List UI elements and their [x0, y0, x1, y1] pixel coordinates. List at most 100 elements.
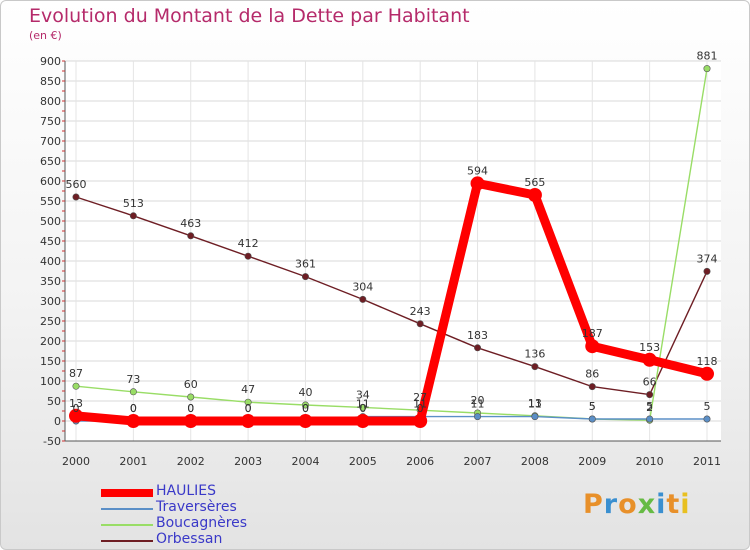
legend-swatch-haulies — [101, 489, 153, 497]
x-tick-label: 2011 — [693, 455, 721, 468]
y-tick-label: 850 — [40, 75, 61, 88]
legend-label-traverseres: Traversères — [156, 499, 237, 515]
series-line-haulies — [71, 178, 712, 426]
data-point — [470, 176, 485, 191]
data-label: 374 — [697, 252, 718, 265]
legend-label-boucagneres: Boucagnères — [156, 515, 248, 531]
y-tick-label: -50 — [43, 435, 61, 448]
y-tick-label: 100 — [40, 375, 61, 388]
data-point — [69, 408, 83, 423]
x-tick-label: 2006 — [406, 455, 434, 468]
legend-label-haulies: HAULIES — [156, 483, 217, 499]
data-label: 0 — [130, 402, 137, 415]
y-tick-label: 200 — [40, 335, 61, 348]
data-label: 34 — [356, 388, 370, 401]
data-point — [646, 391, 654, 399]
data-point — [244, 398, 252, 406]
data-label: 187 — [582, 327, 603, 340]
data-point — [700, 366, 714, 381]
data-label: 11 — [471, 398, 485, 411]
data-point — [301, 401, 309, 409]
x-tick-label: 2009 — [578, 455, 606, 468]
data-label: 304 — [352, 280, 373, 293]
y-tick-label: 450 — [40, 235, 61, 248]
data-label: 13 — [528, 397, 542, 410]
data-label: 361 — [295, 258, 316, 271]
data-label: 66 — [643, 376, 657, 389]
data-label: 153 — [639, 341, 660, 354]
data-label: 2 — [646, 401, 653, 414]
data-label: 5 — [646, 400, 653, 413]
data-point — [359, 295, 367, 303]
data-point — [355, 414, 370, 428]
y-tick-label: 250 — [40, 315, 61, 328]
data-point — [703, 65, 711, 73]
y-tick-label: 800 — [40, 95, 61, 108]
x-tick-label: 2001 — [119, 455, 147, 468]
data-label: 118 — [697, 355, 718, 368]
logo-letter: i — [656, 489, 667, 520]
data-label: 5 — [589, 400, 596, 413]
data-label: 27 — [413, 391, 427, 404]
logo-letter: P — [583, 489, 604, 520]
x-tick-label: 2005 — [349, 455, 377, 468]
plot-area — [65, 61, 721, 441]
data-label: 20 — [471, 394, 485, 407]
proxiti-logo: Proxiti — [583, 489, 691, 520]
data-label: 0 — [187, 402, 194, 415]
logo-letter: x — [637, 489, 657, 520]
y-tick-label: 350 — [40, 275, 61, 288]
data-label: 87 — [69, 367, 83, 380]
logo-letter: t — [666, 489, 681, 520]
data-label: 463 — [180, 217, 201, 230]
y-tick-label: 600 — [40, 175, 61, 188]
data-label: 0 — [245, 402, 252, 415]
data-point — [72, 193, 80, 201]
y-tick-label: 550 — [40, 195, 61, 208]
data-point — [527, 188, 542, 202]
data-label: 47 — [241, 383, 255, 396]
data-point — [129, 212, 137, 220]
data-point — [588, 415, 596, 423]
y-tick-label: 150 — [40, 355, 61, 368]
y-tick-label: 650 — [40, 155, 61, 168]
data-point — [359, 403, 367, 411]
data-point — [646, 415, 654, 423]
data-point — [126, 414, 141, 428]
data-label: 5 — [704, 400, 711, 413]
data-point — [298, 414, 313, 428]
y-tick-label: 750 — [40, 115, 61, 128]
data-label: 881 — [697, 50, 718, 63]
x-tick-label: 2004 — [291, 455, 319, 468]
data-point — [129, 388, 137, 396]
data-point — [588, 383, 596, 391]
data-label: 73 — [126, 373, 140, 386]
data-label: 0 — [359, 402, 366, 415]
data-point — [187, 393, 195, 401]
series-line-orbessan — [75, 196, 708, 396]
data-label: 0 — [302, 402, 309, 415]
legend-swatch-orbessan — [101, 540, 153, 542]
data-label: 0 — [417, 402, 424, 415]
logo-letter: r — [603, 489, 619, 520]
data-label: 0 — [302, 402, 309, 415]
data-point — [413, 414, 428, 428]
data-point — [416, 320, 424, 328]
legend-swatch-traverseres — [101, 508, 153, 510]
chart-title: Evolution du Montant de la Dette par Hab… — [29, 5, 470, 27]
data-label: 513 — [123, 197, 144, 210]
data-point — [301, 273, 309, 281]
data-label: 86 — [585, 368, 599, 381]
legend-label-orbessan: Orbessan — [156, 531, 223, 547]
data-point — [642, 352, 657, 367]
data-label: 0 — [245, 402, 252, 415]
data-label: 0 — [187, 402, 194, 415]
data-label: 136 — [524, 348, 545, 361]
y-tick-label: 900 — [40, 55, 61, 68]
data-point — [183, 414, 198, 428]
data-label: 40 — [298, 386, 312, 399]
data-point — [474, 344, 482, 352]
chart-subtitle: (en €) — [29, 29, 62, 42]
